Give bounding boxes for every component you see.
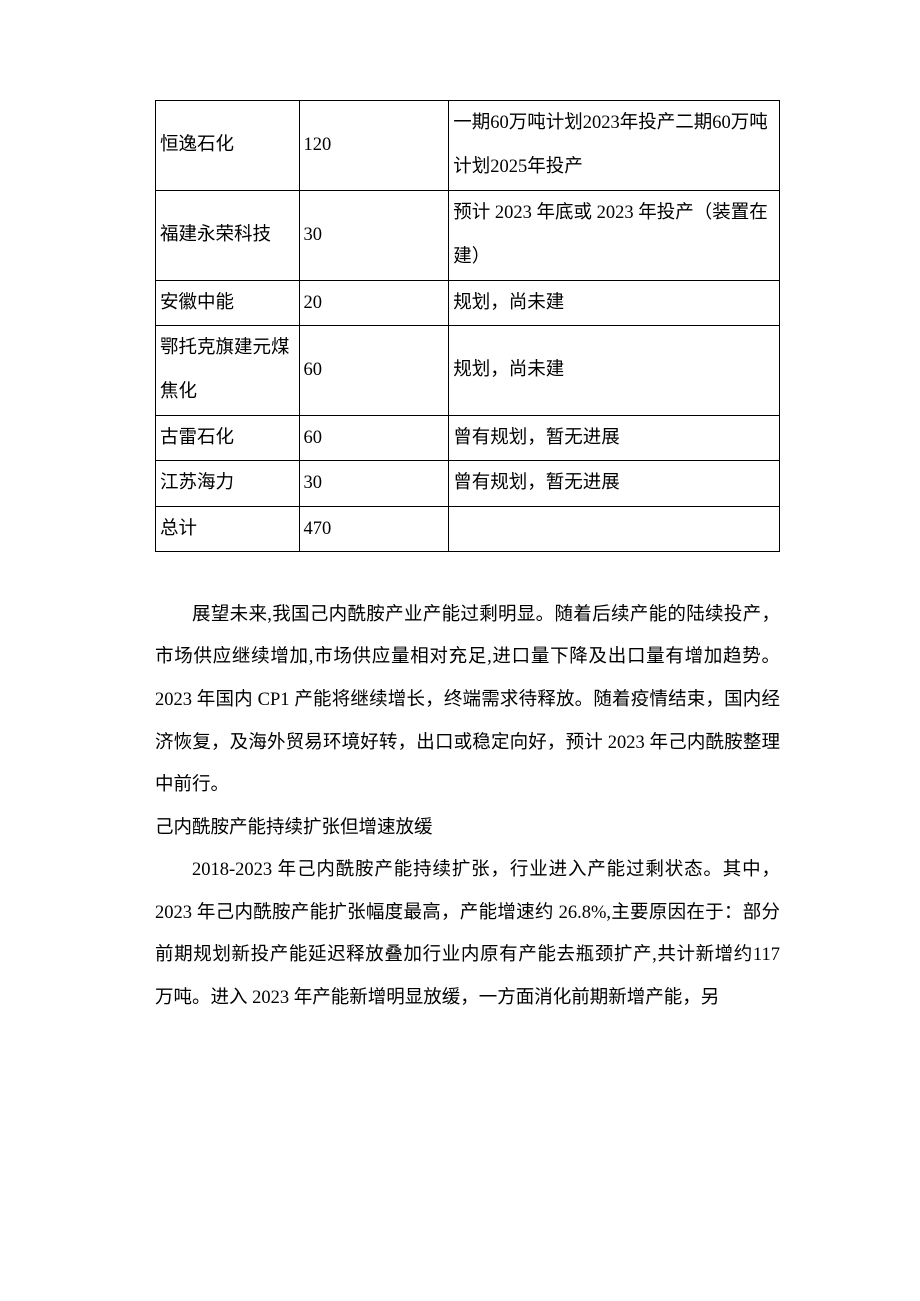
cell-note: 规划，尚未建 [449,325,780,415]
body-paragraph: 2018-2023 年己内酰胺产能持续扩张，行业进入产能过剩状态。其中，2023… [155,849,780,1019]
capacity-table: 恒逸石化 120 一期60万吨计划2023年投产二期60万吨计划2025年投产 … [155,100,780,552]
cell-company: 江苏海力 [156,461,300,506]
cell-note: 曾有规划，暂无进展 [449,415,780,460]
cell-company: 恒逸石化 [156,101,300,191]
cell-company: 鄂托克旗建元煤焦化 [156,325,300,415]
table-row: 古雷石化 60 曾有规划，暂无进展 [156,415,780,460]
table-row: 恒逸石化 120 一期60万吨计划2023年投产二期60万吨计划2025年投产 [156,101,780,191]
cell-capacity: 120 [299,101,449,191]
table-row: 鄂托克旗建元煤焦化 60 规划，尚未建 [156,325,780,415]
cell-company: 安徽中能 [156,280,300,325]
cell-note: 规划，尚未建 [449,280,780,325]
cell-company: 总计 [156,506,300,551]
table-row: 安徽中能 20 规划，尚未建 [156,280,780,325]
cell-note: 预计 2023 年底或 2023 年投产（装置在建） [449,190,780,280]
cell-capacity: 20 [299,280,449,325]
table-row: 江苏海力 30 曾有规划，暂无进展 [156,461,780,506]
table-row: 总计 470 [156,506,780,551]
cell-capacity: 470 [299,506,449,551]
cell-note: 曾有规划，暂无进展 [449,461,780,506]
section-heading: 己内酰胺产能持续扩张但增速放缓 [155,807,780,850]
body-paragraph: 展望未来,我国己内酰胺产业产能过剩明显。随着后续产能的陆续投产，市场供应继续增加… [155,594,780,807]
table-row: 福建永荣科技 30 预计 2023 年底或 2023 年投产（装置在建） [156,190,780,280]
cell-company: 福建永荣科技 [156,190,300,280]
cell-note [449,506,780,551]
cell-note: 一期60万吨计划2023年投产二期60万吨计划2025年投产 [449,101,780,191]
cell-capacity: 60 [299,325,449,415]
cell-capacity: 30 [299,461,449,506]
cell-capacity: 30 [299,190,449,280]
cell-capacity: 60 [299,415,449,460]
cell-company: 古雷石化 [156,415,300,460]
